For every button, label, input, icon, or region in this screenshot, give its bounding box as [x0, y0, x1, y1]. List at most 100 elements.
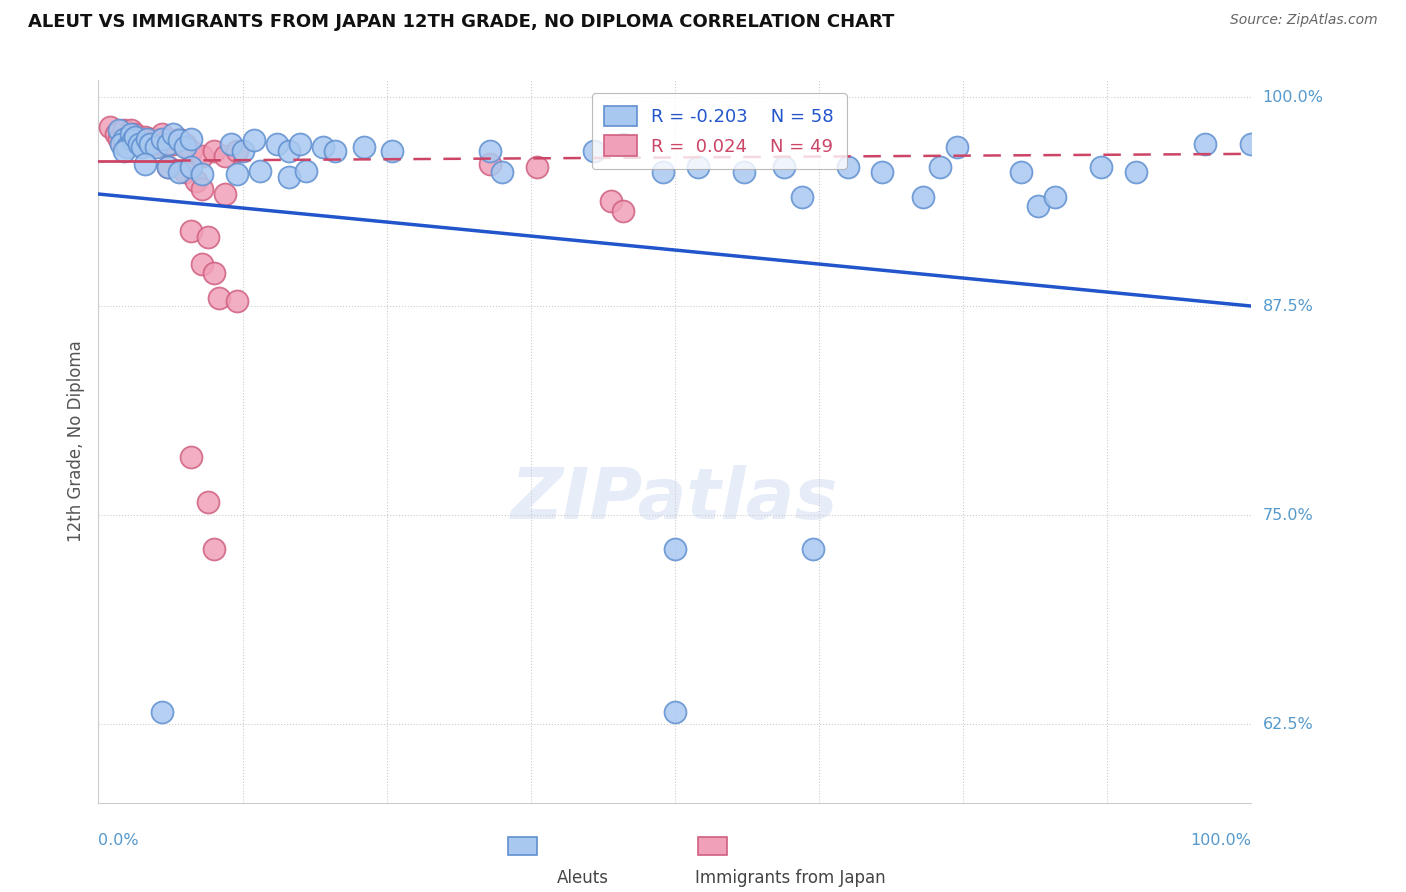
Point [491, 165, 513, 179]
Point [148, 136, 170, 151]
Point [98, 120, 121, 134]
Point [180, 450, 202, 464]
Point [1026, 199, 1049, 213]
Point [139, 132, 162, 146]
Text: 100.0%: 100.0% [1191, 833, 1251, 848]
Point [150, 132, 173, 146]
Point [686, 161, 709, 175]
Point [104, 127, 127, 141]
Point [155, 136, 177, 151]
Point [652, 165, 675, 179]
Text: 0.0%: 0.0% [98, 833, 139, 848]
Y-axis label: 12th Grade, No Diploma: 12th Grade, No Diploma [66, 341, 84, 542]
Point [180, 161, 202, 175]
Point [872, 165, 894, 179]
Point [120, 127, 142, 141]
Point [112, 132, 135, 146]
Point [191, 257, 214, 271]
Text: 75.0%: 75.0% [1263, 508, 1313, 523]
Point [612, 203, 634, 218]
Legend: R = -0.203    N = 58, R =  0.024    N = 49: R = -0.203 N = 58, R = 0.024 N = 49 [592, 93, 846, 169]
Point [202, 541, 225, 556]
Point [733, 165, 755, 179]
Point [174, 165, 197, 179]
Point [1090, 161, 1112, 175]
Point [108, 132, 131, 146]
Point [664, 706, 686, 720]
Point [145, 132, 167, 146]
Point [180, 132, 202, 146]
Point [191, 182, 214, 196]
Point [191, 148, 214, 162]
Point [156, 161, 179, 175]
Point [167, 165, 190, 179]
Point [156, 161, 179, 175]
Point [911, 190, 934, 204]
Text: ALEUT VS IMMIGRANTS FROM JAPAN 12TH GRADE, NO DIPLOMA CORRELATION CHART: ALEUT VS IMMIGRANTS FROM JAPAN 12TH GRAD… [28, 13, 894, 31]
Text: Aleuts: Aleuts [557, 870, 609, 888]
Point [117, 140, 139, 154]
Point [208, 291, 231, 305]
Point [120, 123, 142, 137]
Point [290, 136, 312, 151]
Point [162, 127, 184, 141]
Point [112, 123, 135, 137]
Point [479, 157, 502, 171]
Text: 62.5%: 62.5% [1263, 716, 1313, 731]
Point [526, 161, 548, 175]
Point [110, 136, 132, 151]
Point [131, 140, 153, 154]
Point [295, 163, 318, 178]
Point [790, 190, 813, 204]
Point [202, 144, 225, 158]
Point [139, 136, 162, 151]
Point [174, 140, 197, 154]
Point [202, 266, 225, 280]
Point [225, 144, 247, 158]
Point [266, 136, 288, 151]
Point [583, 144, 606, 158]
Text: 100.0%: 100.0% [1263, 89, 1323, 104]
Point [197, 230, 219, 244]
Point [249, 163, 271, 178]
Point [225, 293, 247, 308]
Point [381, 144, 404, 158]
Point [167, 133, 190, 147]
Point [225, 167, 247, 181]
FancyBboxPatch shape [508, 837, 537, 855]
Point [219, 136, 242, 151]
Point [112, 144, 135, 158]
Point [108, 123, 131, 137]
Point [131, 136, 153, 151]
Point [156, 132, 179, 146]
Point [134, 157, 156, 171]
Point [135, 136, 157, 151]
Point [128, 136, 150, 151]
Point [1045, 190, 1067, 204]
Point [142, 136, 165, 151]
Point [664, 541, 686, 556]
Point [174, 136, 197, 151]
Point [353, 140, 375, 154]
Point [135, 132, 157, 146]
Point [214, 187, 236, 202]
FancyBboxPatch shape [697, 837, 727, 855]
Point [837, 161, 859, 175]
Point [124, 127, 146, 141]
Point [929, 161, 952, 175]
Point [134, 130, 156, 145]
Point [186, 173, 208, 187]
Point [1240, 136, 1263, 151]
Text: ZIPatlas: ZIPatlas [512, 465, 838, 533]
Point [277, 170, 299, 185]
Point [145, 140, 167, 154]
Point [323, 144, 346, 158]
Text: 87.5%: 87.5% [1263, 299, 1313, 314]
Text: Source: ZipAtlas.com: Source: ZipAtlas.com [1230, 13, 1378, 28]
Point [167, 132, 190, 146]
Point [801, 541, 824, 556]
Point [180, 144, 202, 158]
Point [197, 494, 219, 508]
Point [479, 144, 502, 158]
Point [128, 132, 150, 146]
